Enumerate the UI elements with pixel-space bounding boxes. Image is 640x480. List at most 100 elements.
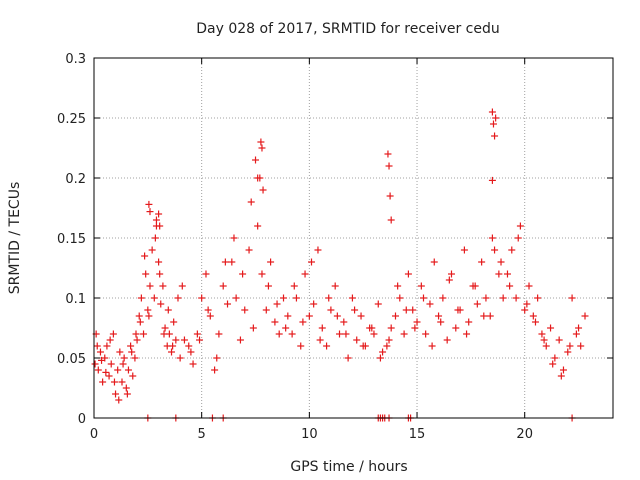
- data-point: [132, 330, 140, 338]
- data-point: [308, 258, 316, 266]
- data-point: [521, 306, 529, 314]
- data-point: [99, 378, 107, 386]
- data-point: [288, 330, 296, 338]
- data-point: [245, 246, 253, 254]
- data-point: [534, 294, 542, 302]
- data-point: [174, 294, 182, 302]
- data-point: [151, 234, 159, 242]
- data-point: [150, 294, 158, 302]
- data-point: [164, 306, 172, 314]
- data-point: [443, 336, 451, 344]
- data-point: [314, 246, 322, 254]
- data-point: [290, 282, 298, 290]
- data-point: [215, 330, 223, 338]
- y-axis-ticks: 0 0.05 0.1 0.15 0.2 0.25 0.3: [57, 52, 613, 427]
- data-point: [93, 342, 101, 350]
- data-point: [310, 300, 318, 308]
- data-point: [559, 366, 567, 374]
- data-point: [340, 318, 348, 326]
- data-point: [224, 300, 232, 308]
- data-point: [359, 342, 367, 350]
- data-point: [157, 300, 165, 308]
- data-point: [384, 150, 392, 158]
- data-point: [325, 294, 333, 302]
- data-point: [161, 324, 169, 332]
- data-point: [264, 282, 272, 290]
- data-point: [394, 282, 402, 290]
- data-point: [447, 270, 455, 278]
- data-point: [396, 294, 404, 302]
- data-point: [247, 198, 255, 206]
- data-point: [213, 354, 221, 362]
- data-point: [353, 336, 361, 344]
- data-point: [137, 294, 145, 302]
- data-point: [219, 282, 227, 290]
- grid-lines: [94, 58, 613, 418]
- data-point: [131, 354, 139, 362]
- data-point: [98, 356, 106, 364]
- data-point: [435, 312, 443, 320]
- data-point: [155, 258, 163, 266]
- data-point: [538, 330, 546, 338]
- data-point: [105, 372, 113, 380]
- data-point: [437, 318, 445, 326]
- data-point: [189, 360, 197, 368]
- x-tick-label: 20: [516, 427, 533, 442]
- data-point: [144, 306, 152, 314]
- data-point: [160, 330, 168, 338]
- data-point: [123, 390, 131, 398]
- data-point: [106, 336, 114, 344]
- data-point: [258, 270, 266, 278]
- data-point: [152, 216, 160, 224]
- data-point: [146, 282, 154, 290]
- data-point: [514, 234, 522, 242]
- data-point: [297, 342, 305, 350]
- data-point: [491, 132, 499, 140]
- data-point: [127, 342, 135, 350]
- data-point: [124, 366, 132, 374]
- data-point: [305, 312, 313, 320]
- data-point: [402, 306, 410, 314]
- data-point: [430, 258, 438, 266]
- data-point: [282, 324, 290, 332]
- data-point: [549, 360, 557, 368]
- data-point: [506, 282, 514, 290]
- data-point: [383, 342, 391, 350]
- data-point: [568, 294, 576, 302]
- data-point: [301, 270, 309, 278]
- data-point: [180, 336, 188, 344]
- data-point: [564, 348, 572, 356]
- data-point: [252, 156, 260, 164]
- data-point: [540, 336, 548, 344]
- chart-title: Day 028 of 2017, SRMTID for receiver ced…: [196, 21, 499, 37]
- data-point: [417, 282, 425, 290]
- y-tick-label: 0.2: [65, 172, 86, 187]
- data-point: [512, 294, 520, 302]
- data-point: [170, 318, 178, 326]
- data-point: [271, 318, 279, 326]
- data-point: [128, 348, 136, 356]
- data-point: [172, 336, 180, 344]
- data-point: [542, 342, 550, 350]
- data-point: [185, 342, 193, 350]
- data-point: [198, 294, 206, 302]
- data-point: [120, 354, 128, 362]
- data-point: [206, 312, 214, 320]
- data-point: [254, 222, 262, 230]
- data-point: [385, 336, 393, 344]
- data-point: [116, 348, 124, 356]
- data-point: [404, 270, 412, 278]
- data-point: [280, 294, 288, 302]
- data-point: [357, 312, 365, 320]
- data-point: [386, 192, 394, 200]
- data-point: [133, 336, 141, 344]
- data-point: [259, 186, 267, 194]
- data-point: [275, 330, 283, 338]
- data-point: [491, 246, 499, 254]
- data-point: [400, 330, 408, 338]
- data-point: [115, 396, 123, 404]
- data-point: [119, 360, 127, 368]
- data-point: [581, 312, 589, 320]
- y-tick-label: 0.25: [57, 112, 86, 127]
